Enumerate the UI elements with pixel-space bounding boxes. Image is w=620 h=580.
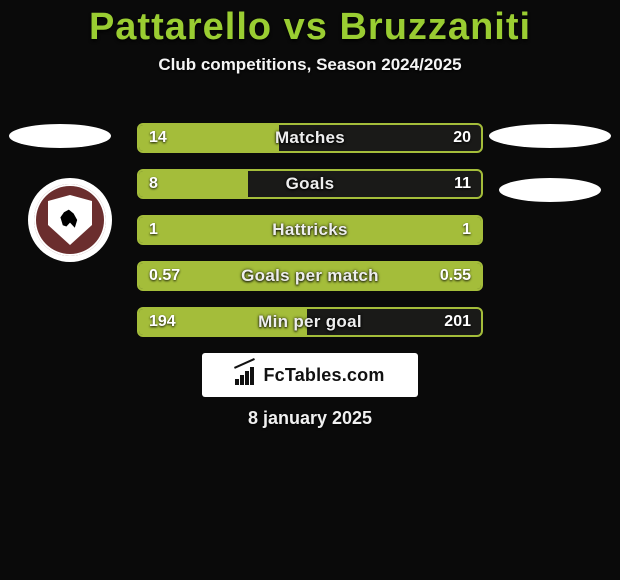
left-club-badge — [28, 178, 112, 262]
stat-row: 1Hattricks1 — [137, 215, 483, 245]
stat-value-right: 1 — [462, 217, 471, 243]
snapshot-date: 8 january 2025 — [0, 408, 620, 429]
horse-icon — [58, 207, 82, 233]
brand-box: FcTables.com — [202, 353, 418, 397]
stat-label: Min per goal — [139, 309, 481, 335]
club-badge-inner — [34, 184, 106, 256]
stat-value-right: 0.55 — [440, 263, 471, 289]
stat-label: Hattricks — [139, 217, 481, 243]
stat-row: 8Goals11 — [137, 169, 483, 199]
stat-label: Goals — [139, 171, 481, 197]
shield-icon — [48, 195, 92, 245]
bar-chart-icon — [235, 365, 257, 385]
brand-text: FcTables.com — [263, 365, 384, 386]
stat-row: 194Min per goal201 — [137, 307, 483, 337]
stat-value-right: 201 — [444, 309, 471, 335]
stat-row: 0.57Goals per match0.55 — [137, 261, 483, 291]
right-player-oval-2 — [499, 178, 601, 202]
right-player-oval-1 — [489, 124, 611, 148]
stat-value-right: 11 — [454, 171, 471, 197]
page-title: Pattarello vs Bruzzaniti — [0, 0, 620, 49]
stat-value-right: 20 — [453, 125, 471, 151]
stat-label: Goals per match — [139, 263, 481, 289]
left-player-oval — [9, 124, 111, 148]
page-subtitle: Club competitions, Season 2024/2025 — [0, 55, 620, 75]
stats-bars: 14Matches20 8Goals11 1Hattricks1 0.57Goals … — [137, 123, 483, 353]
stat-row: 14Matches20 — [137, 123, 483, 153]
stat-label: Matches — [139, 125, 481, 151]
